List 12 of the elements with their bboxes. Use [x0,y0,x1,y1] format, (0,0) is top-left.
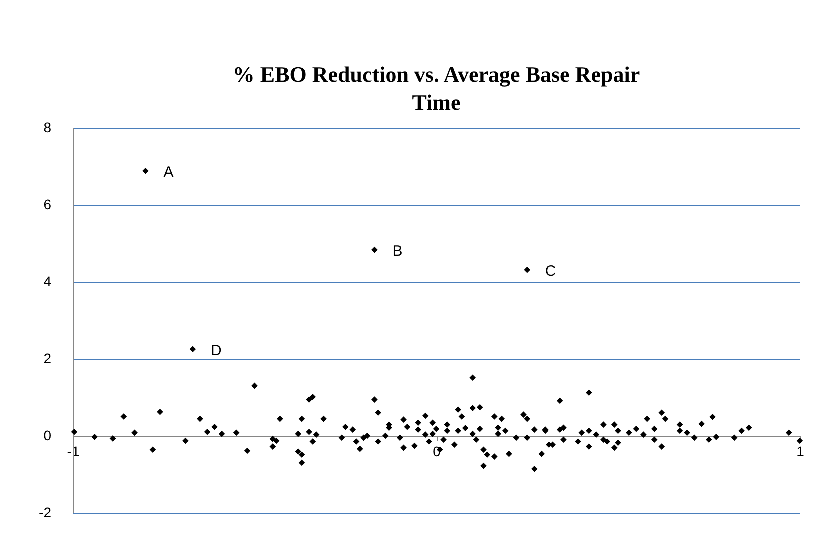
annotation: A [164,164,174,182]
annotation: D [210,342,222,360]
y-tick-label: 4 [44,274,52,290]
annotation: C [545,263,556,280]
y-tick-label: 2 [44,350,52,366]
y-tick-label: 8 [44,120,52,136]
y-tick-label: 6 [44,196,52,212]
y-tick-label: 0 [44,428,52,444]
y-tick-label: -2 [39,504,52,520]
annotation: B [392,243,403,260]
x-tick-label: 1 [796,444,805,460]
chart-title: % EBO Reduction vs. Average Base Repair Time [232,62,640,115]
